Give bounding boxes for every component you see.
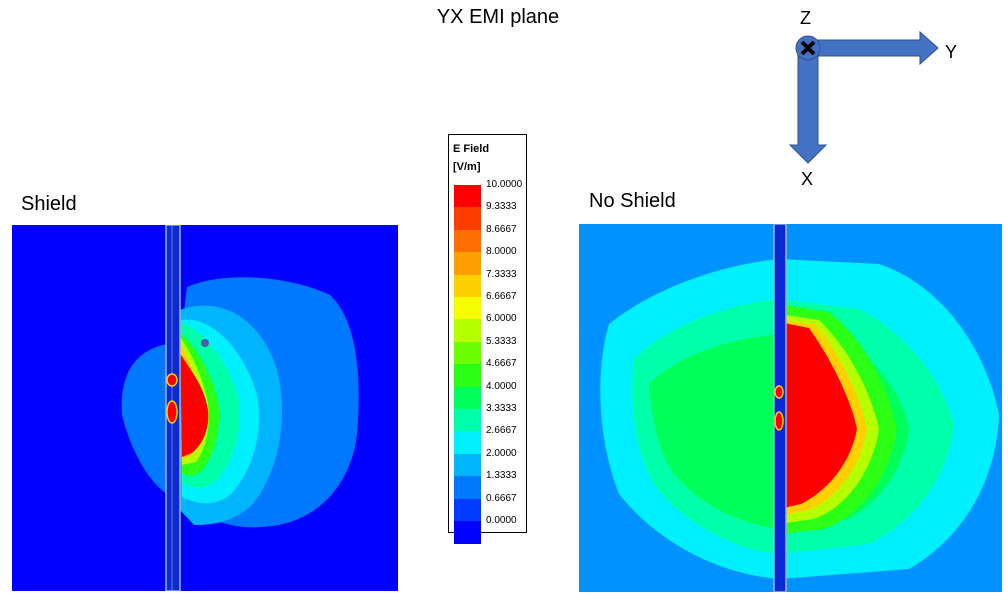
legend-swatch [454, 453, 481, 477]
legend-swatch [454, 341, 481, 365]
legend-value-label: 6.0000 [486, 313, 517, 325]
field-contour-10 [779, 322, 857, 509]
no-shield-panel-label: No Shield [589, 190, 676, 212]
legend-value-label: 7.3333 [486, 268, 517, 280]
no-shield-field-plot [579, 224, 1002, 592]
conductor-channel [773, 224, 787, 592]
legend-swatch [454, 431, 481, 455]
x-axis-label: X [801, 169, 814, 189]
shield-field-plot [12, 225, 398, 591]
hotspot-upper [166, 373, 178, 387]
legend-value-label: 6.6667 [486, 291, 517, 302]
legend-value-label: 0.0000 [486, 515, 517, 526]
legend-swatch [454, 207, 481, 231]
legend-value-label: 0.6667 [486, 492, 517, 504]
z-into-page-icon [800, 40, 816, 56]
legend-swatch [454, 229, 481, 253]
legend-swatch [454, 386, 481, 410]
legend-value-label: 10.0000 [486, 179, 523, 190]
legend-swatch [454, 521, 481, 544]
legend-value-label: 5.3333 [486, 335, 517, 347]
legend-value-label: 4.6667 [486, 358, 517, 370]
legend-title-line2: [V/m] [453, 161, 481, 173]
legend-swatch [454, 319, 481, 343]
hotspot-lower [166, 400, 178, 424]
legend-value-label: 8.0000 [486, 246, 517, 258]
legend-swatch [454, 364, 481, 388]
legend-swatch [454, 409, 481, 432]
e-field-legend: E Field [V/m] 10.0000 9.3333 8.6667 8.0000 7… [448, 134, 527, 544]
field-contour-10 [180, 353, 209, 457]
legend-value-label: 8.6667 [486, 223, 517, 235]
legend-swatch [454, 476, 481, 500]
y-axis-label: Y [945, 42, 958, 62]
legend-swatch [454, 185, 481, 208]
legend-value-label: 2.6667 [486, 425, 517, 437]
legend-swatch [454, 297, 481, 320]
legend-value-label: 4.0000 [486, 380, 517, 392]
legend-swatch [454, 274, 481, 298]
legend-title-line1: E Field [453, 143, 490, 155]
hotspot-lower [774, 411, 784, 431]
hotspot-upper [774, 385, 784, 399]
legend-value-label: 9.3333 [486, 201, 517, 213]
y-axis-arrow [799, 30, 939, 66]
shield-panel-label: Shield [21, 193, 77, 215]
x-axis-arrow [788, 47, 828, 164]
legend-value-label: 3.3333 [486, 403, 517, 414]
legend-value-label: 2.0000 [486, 447, 517, 459]
axis-orientation-indicator [788, 30, 939, 164]
legend-swatch [454, 498, 481, 522]
z-axis-label: Z [800, 8, 811, 28]
legend-swatch [454, 252, 481, 276]
legend-value-label: 1.3333 [486, 470, 517, 482]
probe-marker [201, 339, 209, 347]
figure-title: YX EMI plane [436, 6, 560, 28]
